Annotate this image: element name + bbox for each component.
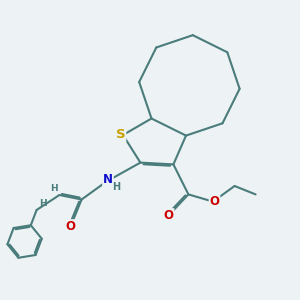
Text: O: O	[65, 220, 76, 233]
Text: H: H	[39, 200, 46, 208]
Text: O: O	[164, 209, 174, 222]
Text: H: H	[50, 184, 58, 193]
Text: S: S	[116, 128, 125, 142]
Text: O: O	[209, 195, 220, 208]
Text: H: H	[112, 182, 120, 193]
Text: N: N	[103, 172, 113, 186]
